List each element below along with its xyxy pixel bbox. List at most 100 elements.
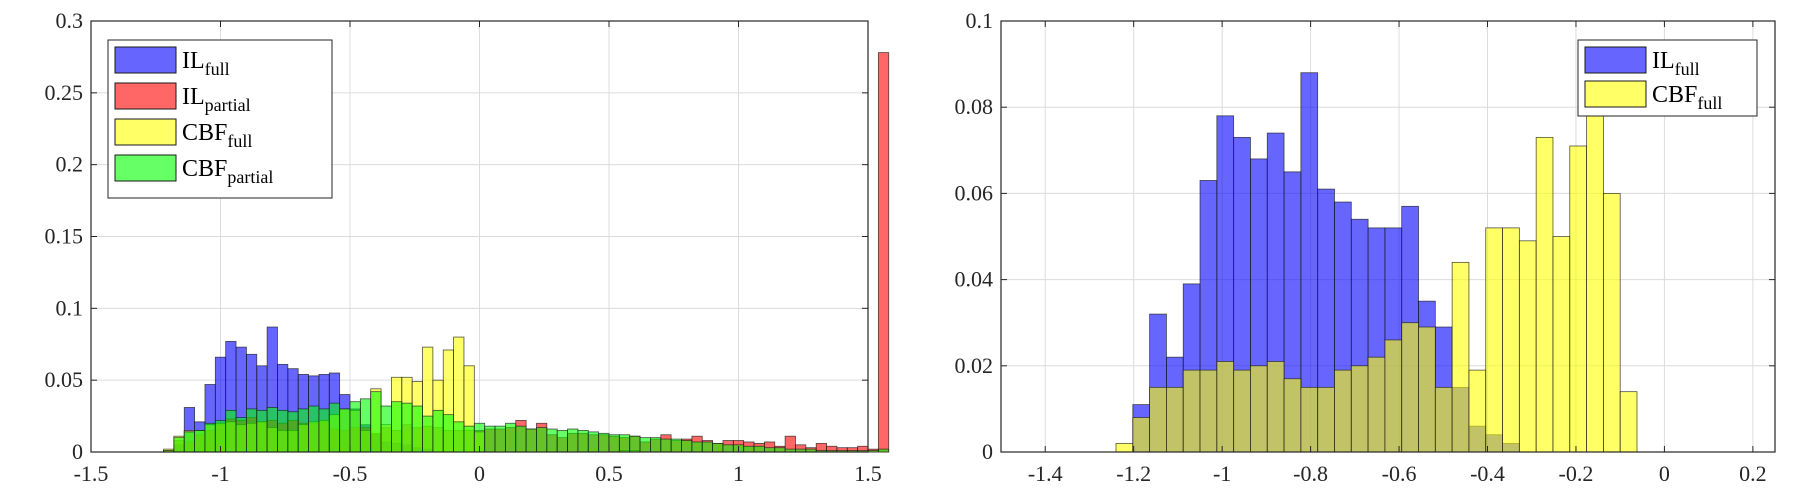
y-tick-label: 0.3: [56, 8, 84, 33]
histogram-bar: [525, 428, 537, 453]
histogram-bar: [308, 405, 320, 453]
histogram-bar: [1384, 339, 1403, 453]
histogram-bar: [225, 409, 237, 453]
x-tick-label: 0.2: [1739, 461, 1767, 486]
histogram-bar: [1300, 386, 1319, 453]
x-tick-label: 0: [474, 461, 485, 486]
histogram-bar: [204, 422, 216, 453]
histogram-bar: [587, 431, 600, 453]
histogram-bar: [1485, 227, 1503, 453]
histogram-bar: [691, 441, 703, 453]
histogram-bar: [256, 409, 268, 453]
y-tick-label: 0.2: [56, 152, 84, 177]
histogram-bar: [639, 437, 651, 453]
y-tick-label: 0.1: [966, 8, 994, 33]
histogram-bar: [1418, 326, 1436, 453]
histogram-bar: [183, 431, 196, 453]
y-tick-label: 0.1: [56, 295, 84, 320]
histogram-bar: [245, 408, 258, 453]
legend-swatch: [114, 154, 177, 182]
legend-label: ILpartial: [182, 84, 251, 115]
legend-label-main: IL: [1652, 48, 1675, 74]
x-tick-label: -1: [211, 461, 229, 486]
legend-label: CBFfull: [1652, 82, 1722, 113]
histogram-bar: [567, 428, 579, 453]
x-tick-label: 0.5: [595, 461, 623, 486]
legend-label-subscript: partial: [227, 167, 273, 187]
histogram-bar: [359, 398, 372, 453]
legend-label: CBFpartial: [182, 156, 273, 187]
histogram-bar: [391, 401, 403, 453]
histogram-bar: [515, 425, 527, 453]
legend-label-subscript: full: [227, 131, 252, 151]
legend-label-main: IL: [182, 48, 205, 74]
histogram-bar: [328, 402, 341, 453]
histogram-bar: [660, 438, 672, 453]
histogram-bar: [629, 435, 641, 453]
histogram-bar: [339, 408, 351, 453]
histogram-bar: [370, 391, 382, 453]
histogram-bar: [411, 405, 423, 453]
histogram-bar: [774, 447, 786, 453]
histogram-bar: [453, 421, 465, 453]
legend-label: ILfull: [1652, 48, 1700, 79]
left-histogram-panel: -1.5 -1 -0.5 0 0.5 1 1.5 0 0.05 0.1 0.15 0.2 0.25 0.3…: [45, 8, 890, 486]
histogram-bar: [1199, 369, 1218, 453]
legend-label-subscript: partial: [205, 95, 251, 115]
histogram-bar: [1502, 227, 1520, 453]
histogram-bar: [297, 408, 309, 453]
histogram-bar: [266, 407, 278, 453]
histogram-bar: [194, 430, 206, 453]
histogram-bar: [1569, 145, 1587, 453]
histogram-bar: [618, 434, 631, 453]
legend-label-subscript: full: [205, 59, 230, 79]
histogram-bar: [1166, 386, 1184, 453]
legend-swatch: [1584, 80, 1647, 108]
x-tick-label: 1.5: [854, 461, 882, 486]
histogram-bar: [463, 425, 475, 453]
x-tick-label: -0.2: [1559, 461, 1594, 486]
legend-label-main: CBF: [1652, 82, 1697, 108]
histogram-bar: [867, 450, 879, 453]
histogram-bar: [1149, 386, 1167, 453]
x-tick-label: -0.8: [1293, 461, 1328, 486]
histogram-bar: [494, 425, 506, 453]
histogram-bar: [1468, 369, 1487, 453]
histogram-bar: [650, 437, 662, 453]
histogram-bar: [1518, 240, 1537, 453]
histogram-bar: [877, 448, 890, 453]
x-tick-label: -1: [1213, 461, 1231, 486]
histogram-bar: [1552, 236, 1571, 453]
tick-labels: -1.5 -1 -0.5 0 0.5 1 1.5 0 0.05 0.1 0.15 0.2 0.25 0.3: [45, 8, 882, 486]
histogram-bar: [504, 422, 517, 453]
histogram-bar: [277, 409, 289, 453]
histogram-bar: [442, 414, 454, 453]
histogram-bar: [422, 415, 434, 453]
legend-swatch: [1584, 46, 1647, 74]
histogram-bar: [577, 430, 589, 453]
histogram-bar: [484, 425, 496, 453]
legend-label-main: IL: [182, 84, 205, 110]
histogram-bar: [1317, 386, 1335, 453]
histogram-bar: [1602, 192, 1621, 453]
histogram-bar: [1266, 361, 1285, 453]
x-tick-label: -0.6: [1382, 461, 1417, 486]
histogram-bar: [380, 405, 392, 453]
histogram-bar: [287, 411, 299, 453]
histogram-bar: [1233, 369, 1251, 453]
legend-swatch: [114, 46, 177, 74]
histogram-bar: [743, 445, 755, 453]
histogram-bar: [349, 401, 361, 453]
histogram-bar: [1619, 391, 1638, 453]
y-tick-label: 0.04: [955, 267, 994, 292]
x-tick-label: 0: [1659, 461, 1670, 486]
histogram-bar: [432, 409, 444, 453]
x-tick-label: -1.2: [1116, 461, 1151, 486]
legend-label: CBFfull: [182, 120, 252, 151]
histogram-bar: [1334, 369, 1352, 453]
x-tick-label: -0.4: [1470, 461, 1505, 486]
legend-swatch: [114, 118, 177, 146]
histogram-bar: [764, 447, 776, 453]
x-tick-label: -1.4: [1028, 461, 1063, 486]
